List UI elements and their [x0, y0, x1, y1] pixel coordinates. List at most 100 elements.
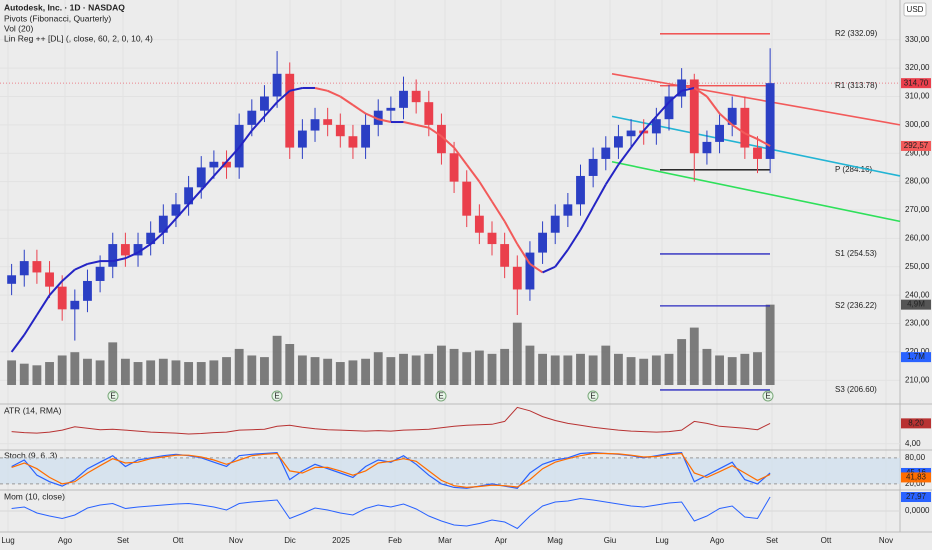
average-segment	[23, 314, 38, 336]
average-segment	[415, 123, 430, 129]
average-segment	[74, 263, 88, 271]
candle-body	[272, 73, 282, 97]
x-tick-label: Set	[117, 536, 130, 545]
average-segment	[327, 89, 341, 98]
candle-body	[702, 141, 712, 154]
volume-bar	[209, 360, 219, 385]
candle-body	[765, 83, 775, 159]
volume-bar	[234, 348, 244, 385]
volume-bar	[563, 355, 573, 385]
average-segment	[238, 129, 253, 149]
volume-bar	[437, 345, 446, 385]
candle-body	[70, 300, 80, 310]
average-segment	[428, 126, 442, 138]
currency-box[interactable]	[903, 2, 927, 17]
average-segment	[630, 129, 645, 149]
volume-bar	[310, 357, 320, 385]
volume-bar	[664, 353, 674, 385]
volume-bar	[32, 365, 42, 385]
price-tag-label: 27,97	[906, 492, 927, 501]
pivot-label: P (284.16)	[835, 165, 873, 174]
earnings-label: E	[110, 392, 115, 401]
price-tag	[901, 140, 931, 151]
candle-body	[512, 266, 522, 290]
candle-body	[120, 244, 130, 256]
channel-line	[611, 160, 901, 223]
earnings-label: E	[274, 392, 279, 401]
average-segment	[642, 115, 658, 132]
x-tick-label: Ott	[821, 536, 832, 545]
candle-body	[373, 110, 383, 125]
volume-bar	[120, 358, 130, 385]
candle-body	[753, 147, 762, 159]
candle-body	[260, 96, 269, 111]
average-segment	[453, 146, 468, 166]
price-tag	[901, 78, 931, 89]
y-tick-label: 290,00	[905, 148, 930, 157]
volume-bar	[297, 355, 307, 385]
volume-bar	[272, 335, 282, 385]
volume-bar	[512, 322, 522, 385]
volume-bar	[639, 358, 649, 385]
candle-body	[563, 204, 573, 216]
y-tick-label: 20,00	[905, 479, 926, 488]
volume-bar	[146, 360, 156, 385]
atr-line	[11, 406, 771, 435]
average-segment	[339, 95, 354, 106]
candle-body	[222, 161, 231, 168]
pivot-label: R2 (332.09)	[835, 29, 878, 38]
x-tick-label: Lug	[1, 536, 14, 545]
volume-bar	[765, 304, 775, 385]
average-segment	[693, 87, 708, 98]
y-tick-label: 300,00	[905, 120, 930, 129]
volume-bar	[348, 360, 358, 385]
price-tag-label: 314,70	[904, 78, 929, 87]
average-segment	[87, 260, 101, 265]
pivot-label: R1 (313.78)	[835, 81, 878, 90]
candle-body	[45, 272, 54, 287]
volume-bar	[538, 353, 548, 385]
volume-bar	[702, 348, 712, 385]
candle-body	[474, 215, 484, 233]
candle-body	[677, 79, 687, 97]
price-tag	[901, 418, 931, 429]
candle-body	[437, 124, 446, 154]
pivot-label: S1 (254.53)	[835, 249, 877, 258]
y-tick-label: 310,00	[905, 92, 930, 101]
pane-title: Mom (10, close)	[4, 491, 65, 501]
volume-bar	[576, 353, 585, 385]
average-segment	[365, 112, 379, 121]
earnings-marker	[587, 390, 599, 402]
x-tick-label: Giu	[604, 536, 616, 545]
volume-bar	[133, 362, 143, 385]
average-segment	[124, 251, 139, 260]
volume-bar	[57, 355, 67, 385]
volume-bar	[108, 342, 118, 385]
volume-bar	[462, 352, 472, 385]
average-segment	[10, 334, 26, 353]
average-segment	[162, 217, 177, 234]
volume-bar	[487, 353, 497, 385]
candle-body	[626, 130, 636, 137]
candle-body	[361, 124, 371, 148]
volume-bar	[525, 345, 535, 385]
volume-bar	[601, 345, 611, 385]
average-segment	[757, 138, 771, 147]
volume-bar	[184, 362, 194, 385]
volume-bar	[614, 353, 623, 385]
candle-body	[209, 161, 219, 168]
candle-body	[323, 119, 333, 125]
volume-bar	[386, 357, 396, 385]
candle-body	[247, 110, 257, 125]
candle-body	[146, 232, 156, 245]
volume-bar	[715, 355, 724, 385]
y-tick-label: 4,00	[905, 439, 921, 448]
volume-bar	[361, 358, 371, 385]
volume-bar	[19, 363, 29, 385]
average-segment	[503, 220, 519, 245]
average-segment	[542, 265, 556, 274]
price-tag-label: 4,9M	[907, 300, 925, 309]
volume-bar	[222, 357, 231, 385]
price-tag-label: 8,20	[908, 418, 924, 427]
